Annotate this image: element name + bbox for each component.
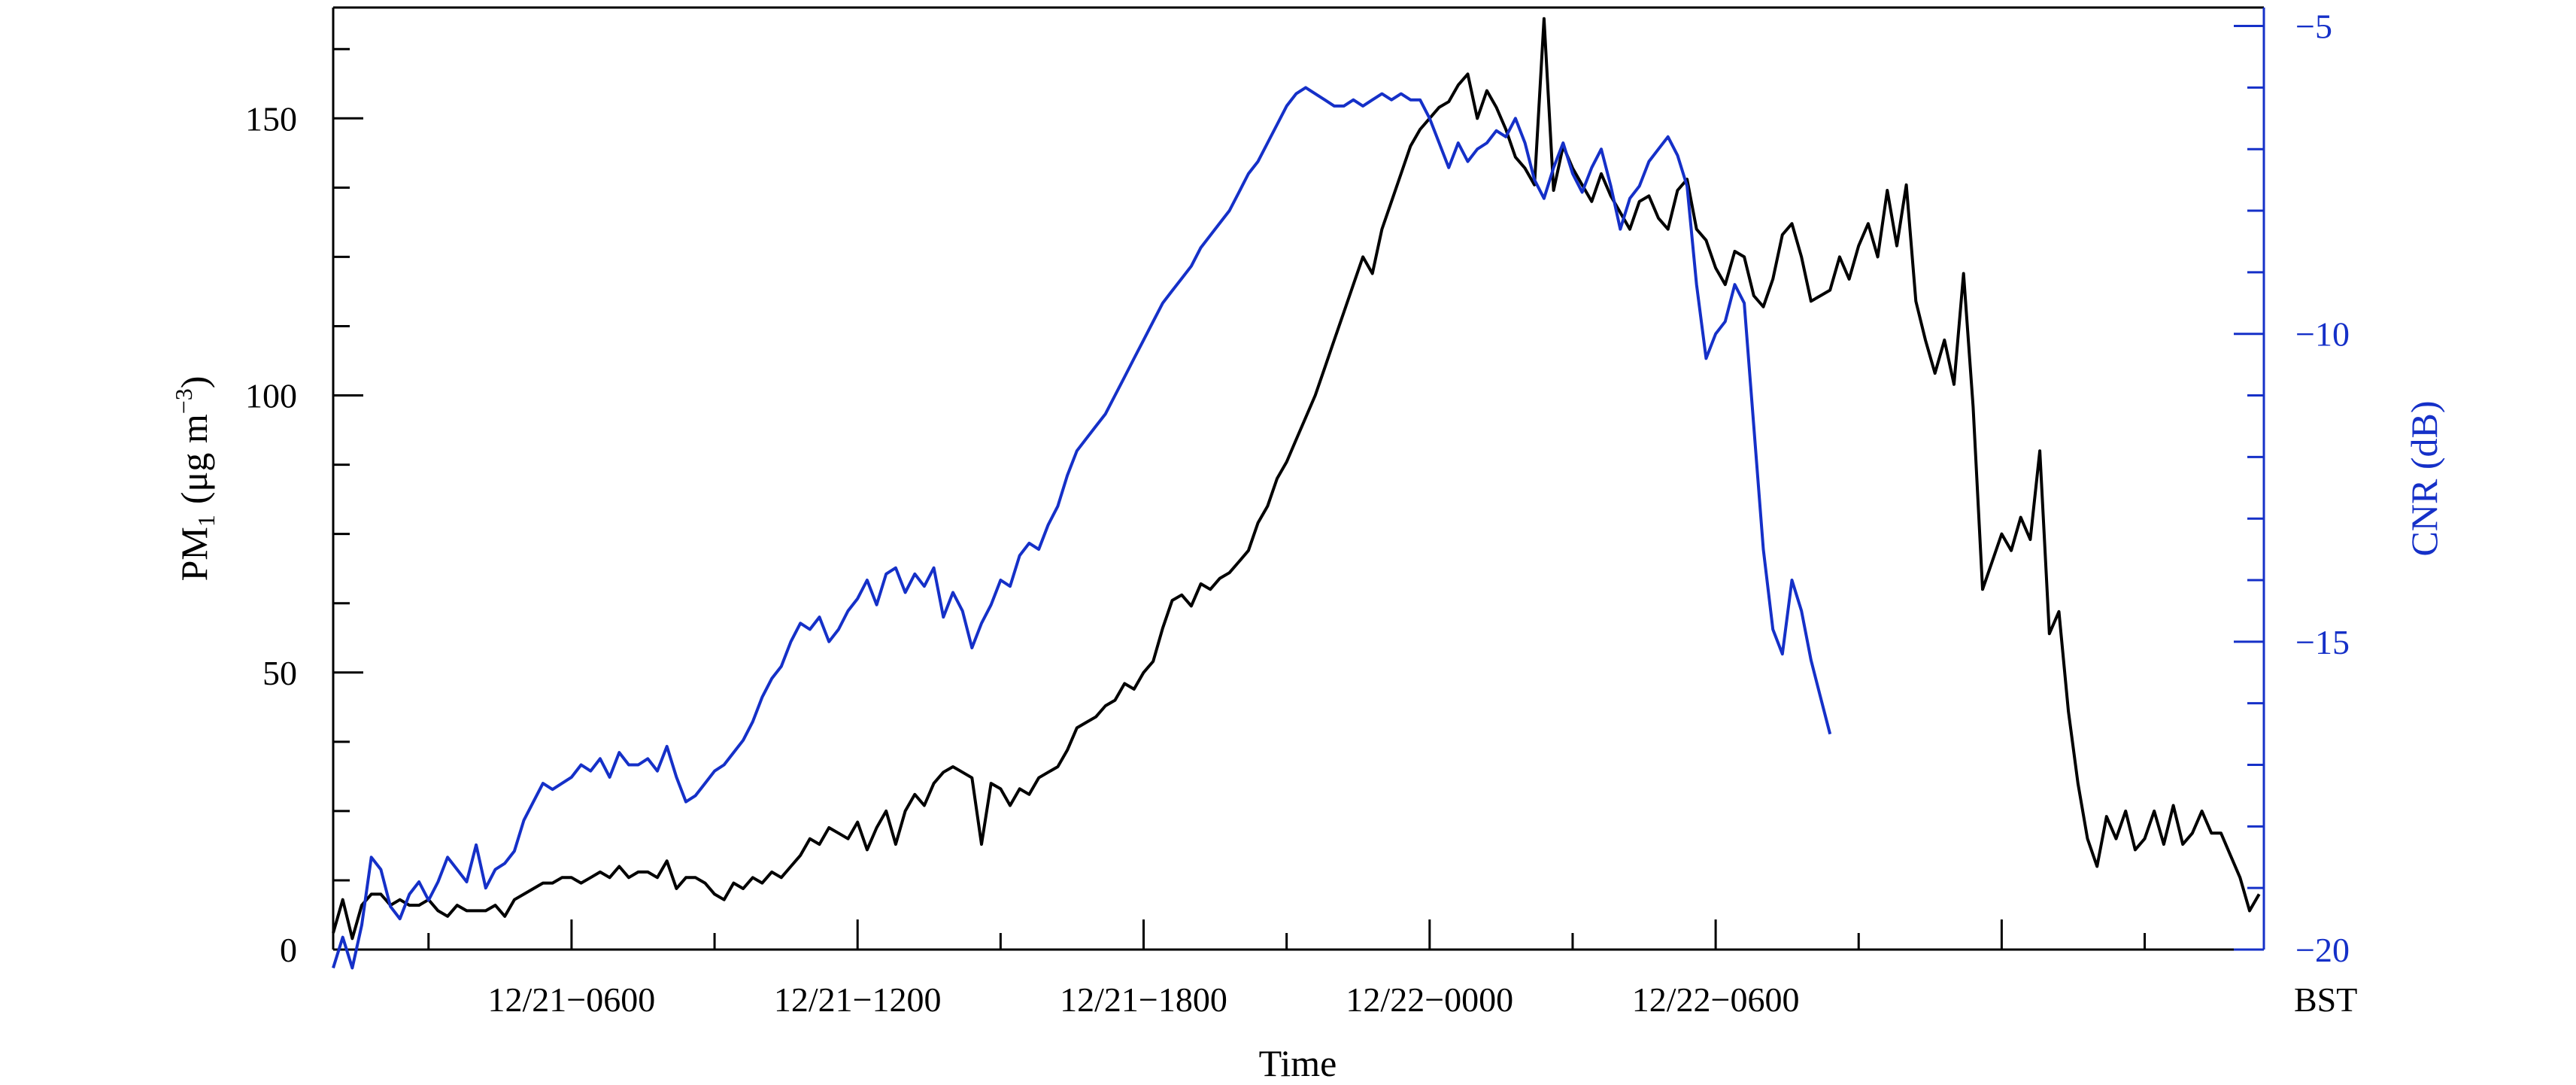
x-tick-label: 12/21−1800 bbox=[1060, 980, 1227, 1019]
x-tick-label: 12/21−1200 bbox=[774, 980, 942, 1019]
series-layer bbox=[332, 17, 2261, 970]
axis-labels: Time BST PM1 (μg m−3) CNR (dB) bbox=[170, 376, 2445, 1084]
pm1-series bbox=[332, 17, 2261, 941]
bottom-axis: 12/21−0600 12/21−1200 12/21−1800 12/22−0000… bbox=[427, 919, 2147, 1019]
left-tick-label: 100 bbox=[245, 377, 297, 415]
cnr-series bbox=[332, 86, 1832, 970]
left-tick-label: 150 bbox=[245, 99, 297, 138]
pm1-line bbox=[332, 17, 2261, 941]
left-tick-label: 0 bbox=[280, 931, 297, 969]
left-y-axis-title: PM1 (μg m−3) bbox=[170, 376, 220, 582]
left-axis: 0 50 100 150 bbox=[245, 47, 363, 969]
x-tick-label: 12/21−0600 bbox=[488, 980, 656, 1019]
pm-subscript: 1 bbox=[193, 515, 220, 527]
plot-frame bbox=[332, 6, 2265, 951]
right-tick-label: −10 bbox=[2295, 315, 2350, 354]
cnr-line bbox=[332, 86, 1832, 970]
right-tick-label: −5 bbox=[2295, 8, 2332, 46]
right-tick-label: −20 bbox=[2295, 931, 2350, 969]
pm-unit-close: ) bbox=[173, 376, 215, 389]
left-tick-label: 50 bbox=[262, 654, 297, 692]
pm-label: PM bbox=[173, 527, 215, 581]
x-tick-label: 12/22−0600 bbox=[1632, 980, 1800, 1019]
pm-unit: (μg m bbox=[173, 414, 215, 504]
right-axis: −20 −15 −10 −5 bbox=[2234, 8, 2350, 969]
right-tick-label: −15 bbox=[2295, 623, 2350, 661]
x-tick-label: 12/22−0000 bbox=[1346, 980, 1513, 1019]
pm-unit-superscript: −3 bbox=[170, 388, 197, 414]
x-axis-unit-label: BST bbox=[2294, 980, 2357, 1019]
x-axis-title: Time bbox=[1259, 1042, 1337, 1084]
right-y-axis-title: CNR (dB) bbox=[2403, 401, 2445, 557]
